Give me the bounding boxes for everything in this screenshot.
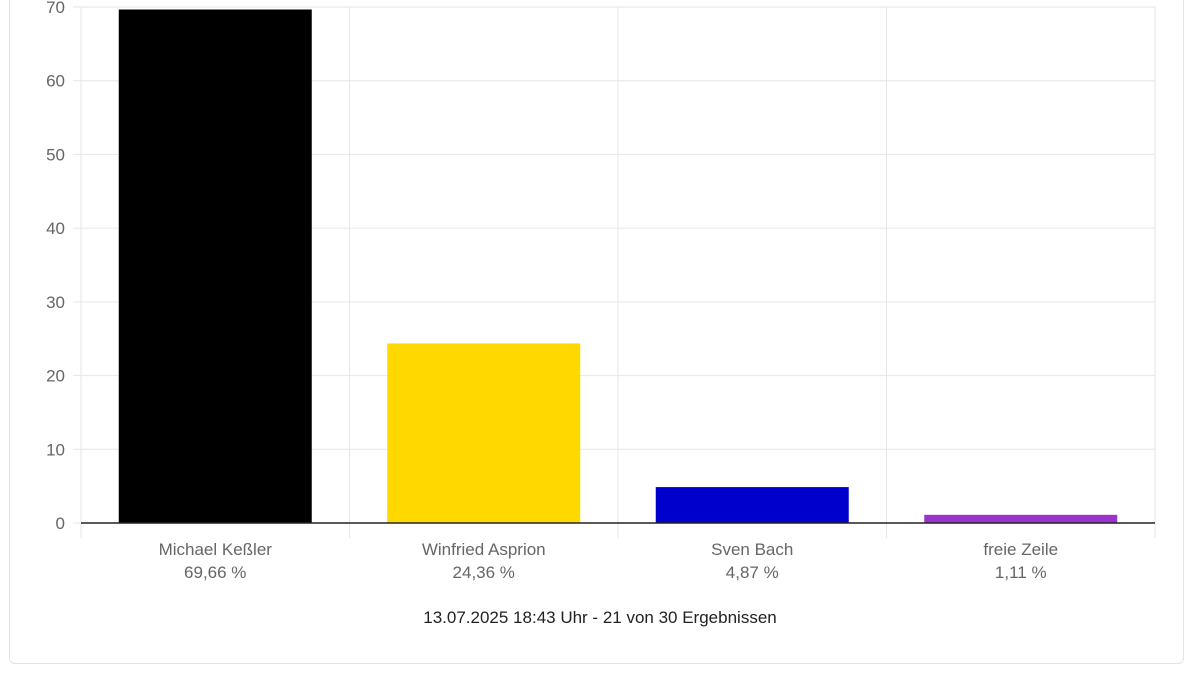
x-tick-label: freie Zeile [983, 540, 1058, 559]
y-tick-label: 10 [46, 440, 65, 459]
y-tick-label: 20 [46, 367, 65, 386]
bar-winfried-asprion [387, 343, 581, 523]
bar-sven-bach [655, 487, 849, 523]
bar-freie-zeile [924, 514, 1118, 523]
y-axis-ticks: 0 10 20 30 40 50 60 70 [46, 0, 65, 533]
y-tick-label: 30 [46, 293, 65, 312]
bars [118, 9, 1118, 523]
y-tick-label: 50 [46, 145, 65, 164]
x-tick-label: Sven Bach [711, 540, 793, 559]
x-tick-percent-label: 1,11 % [995, 563, 1047, 582]
y-tick-label: 0 [56, 514, 65, 533]
y-tick-label: 40 [46, 219, 65, 238]
x-tick-label: Michael Keßler [159, 540, 273, 559]
results-status-text: 13.07.2025 18:43 Uhr - 21 von 30 Ergebni… [423, 608, 777, 627]
x-tick-percent-label: 24,36 % [453, 563, 515, 582]
x-tick-label: Winfried Asprion [422, 540, 546, 559]
x-tick-percent-label: 4,87 % [726, 563, 779, 582]
y-tick-label: 60 [46, 72, 65, 91]
x-tick-percent-label: 69,66 % [184, 563, 246, 582]
y-tick-label: 70 [46, 0, 65, 17]
bar-michael-ke-ler [118, 9, 312, 523]
x-axis-labels: Michael Keßler 69,66 % Winfried Asprion 24,… [159, 540, 1059, 582]
